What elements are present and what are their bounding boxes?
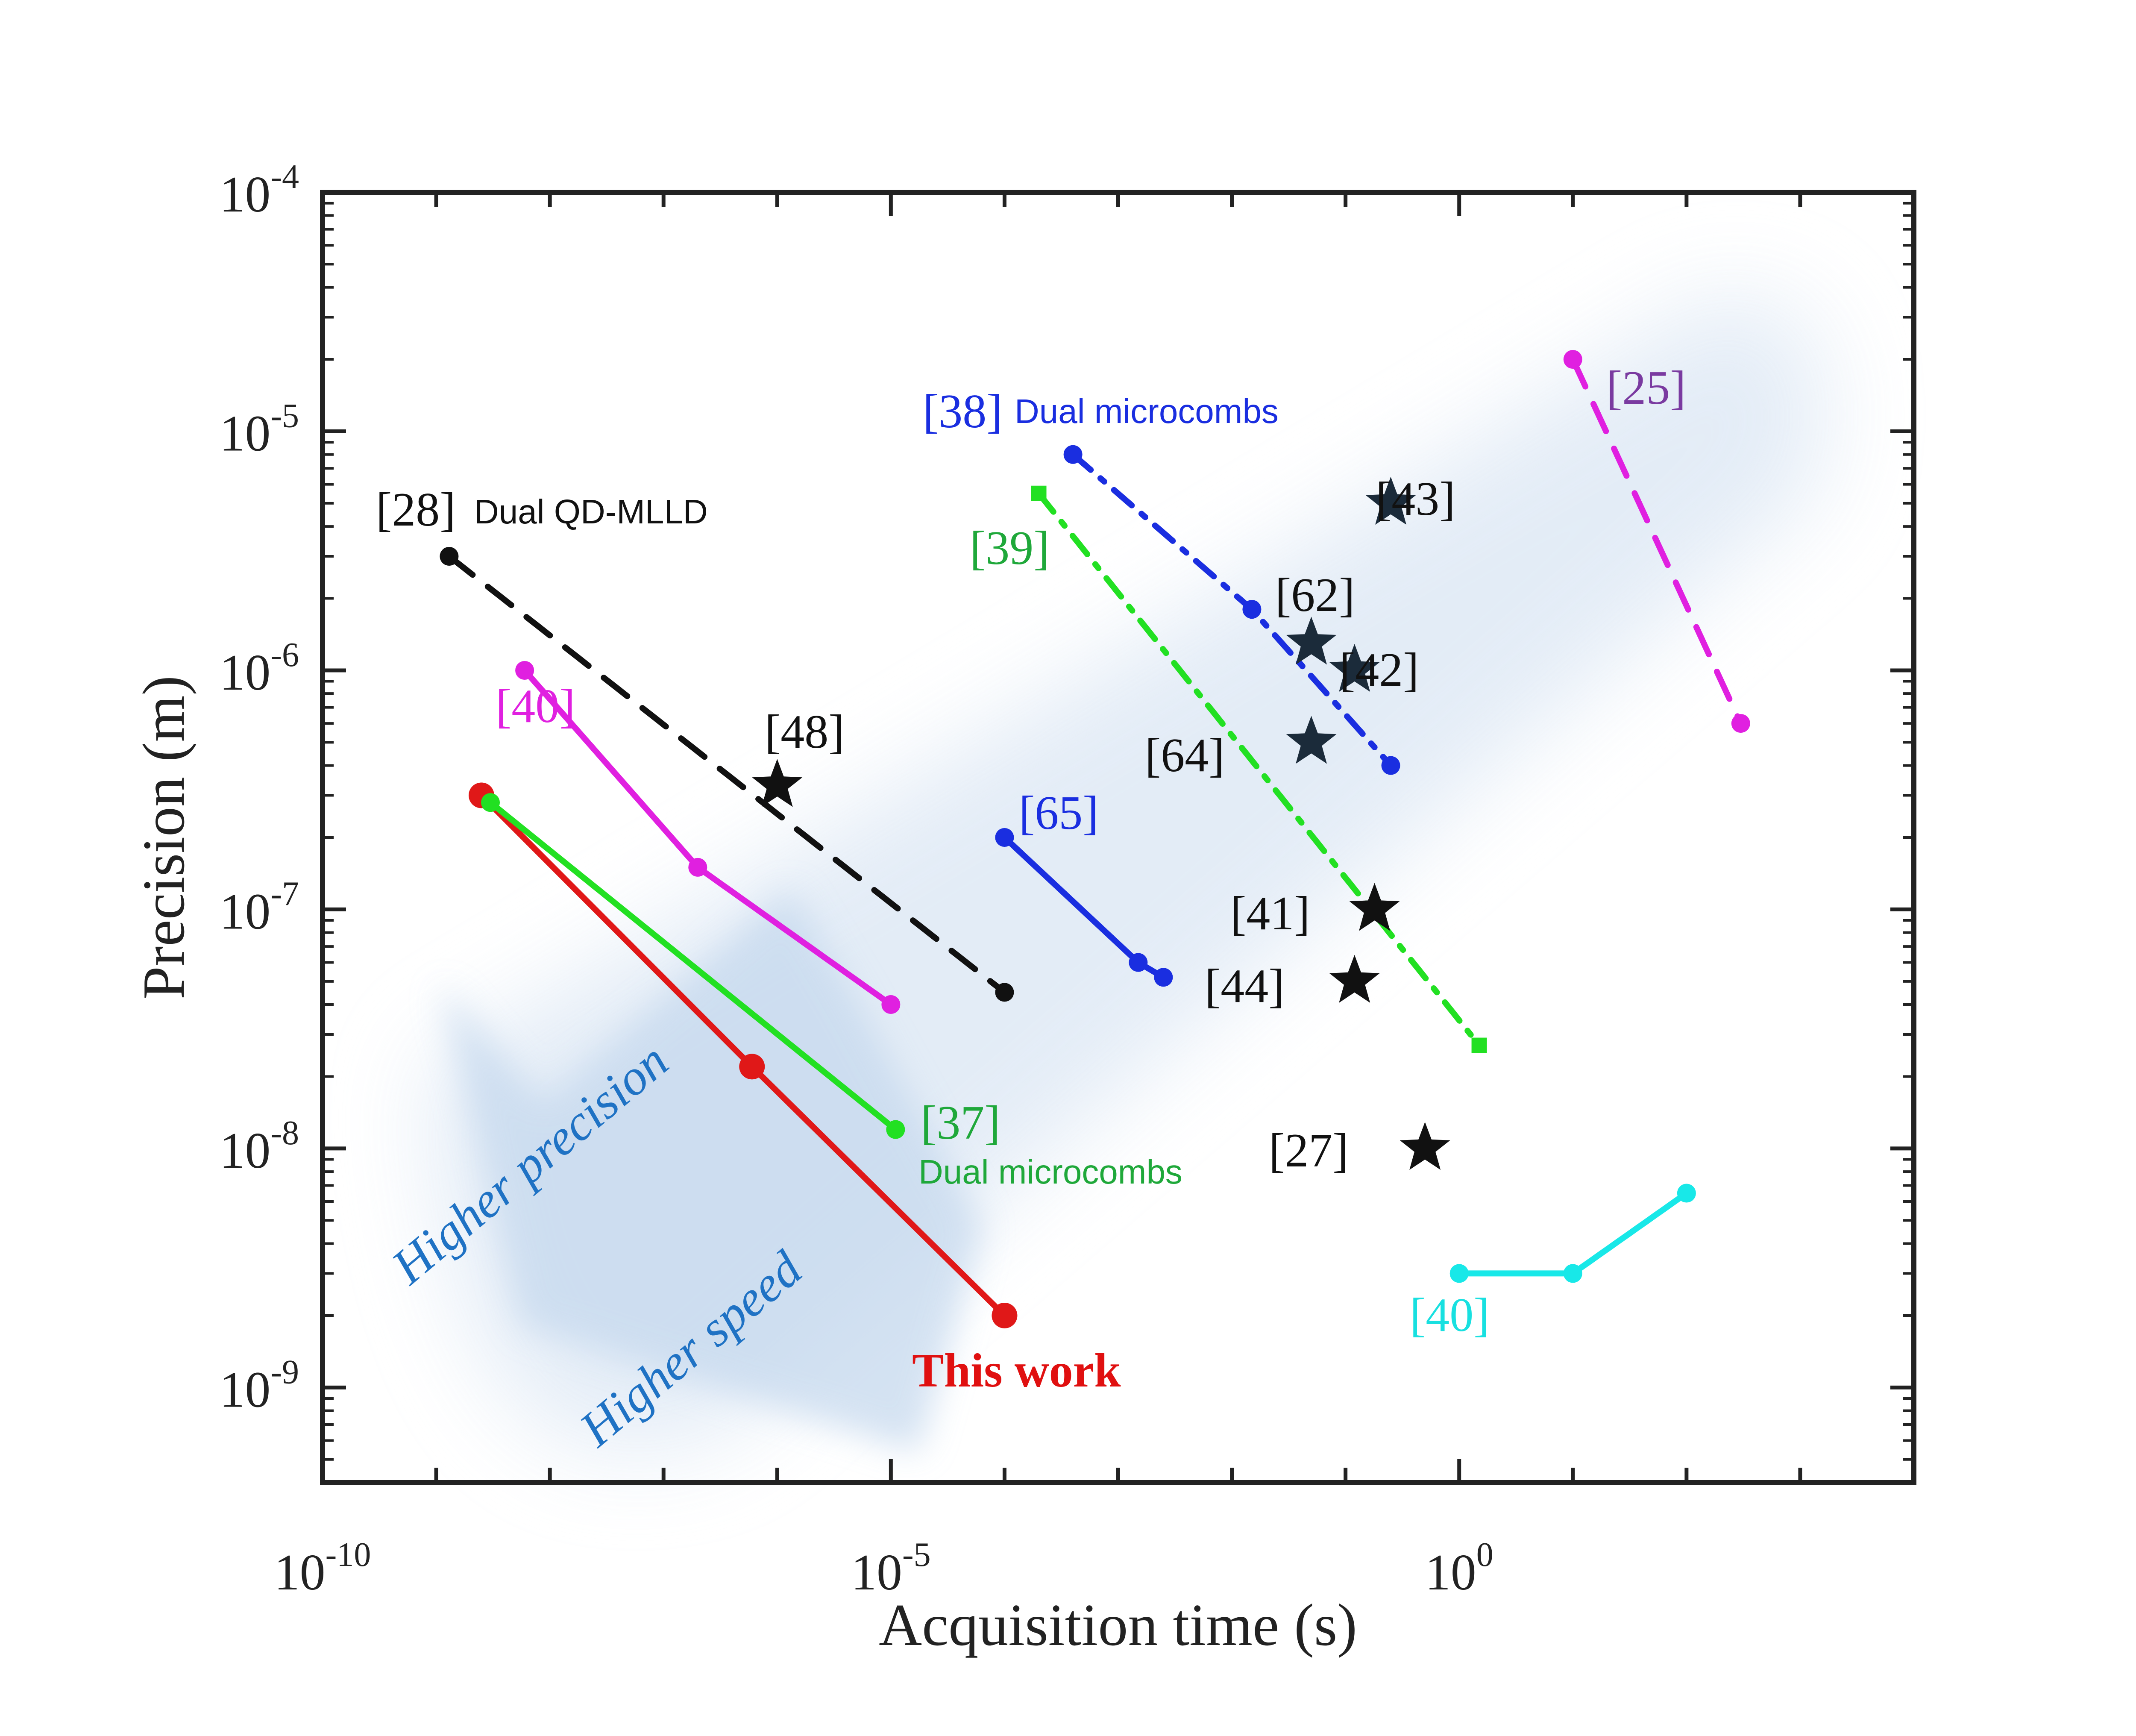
data-point — [1381, 756, 1400, 775]
data-point — [1242, 600, 1262, 619]
star-marker — [1365, 476, 1416, 525]
data-point — [1731, 714, 1750, 733]
data-point — [1471, 1037, 1487, 1053]
data-point — [992, 1302, 1018, 1328]
label-ref-37: [37] — [921, 1096, 1001, 1149]
data-point — [1129, 953, 1148, 972]
label-ref-39: [39] — [970, 522, 1050, 575]
y-tick-label: 10-5 — [219, 397, 299, 461]
direction-arrow — [440, 889, 983, 1453]
data-series — [440, 350, 1750, 1328]
label-ref-43: [43] — [1376, 473, 1455, 526]
series-line — [1456, 1190, 1690, 1277]
data-point — [1449, 1264, 1469, 1283]
axis-tick-labels: 10-10 10-5 100 10-9 10-8 10-7 10-6 10-5 10-4 — [219, 158, 1493, 1601]
data-point — [881, 995, 901, 1014]
data-point — [886, 1120, 905, 1139]
data-point — [739, 1054, 765, 1080]
star-marker — [1349, 883, 1400, 931]
x-axis-label: Acquisition time (s) — [879, 1592, 1357, 1658]
star-marker — [1329, 955, 1380, 1003]
star-marker — [1286, 617, 1337, 665]
series-line — [446, 553, 1008, 996]
x-tick-label: 100 — [1425, 1536, 1493, 1601]
y-tick-label: 10-8 — [219, 1114, 299, 1179]
data-point — [995, 828, 1014, 847]
label-ref-38: [38] — [923, 385, 1003, 438]
x-tick-label: 10-5 — [851, 1536, 931, 1601]
label-ref-27: [27] — [1269, 1124, 1349, 1177]
y-tick-label: 10-4 — [219, 158, 299, 223]
data-point — [440, 547, 459, 566]
label-ref-64: [64] — [1145, 729, 1225, 782]
label-ref-65: [65] — [1019, 787, 1099, 840]
series-line — [1570, 356, 1744, 727]
label-ref-40-cyan: [40] — [1410, 1289, 1490, 1342]
star-marker — [1329, 643, 1380, 692]
y-tick-label: 10-9 — [219, 1353, 299, 1418]
series-line — [1036, 490, 1482, 1049]
star-marker — [1400, 1122, 1450, 1170]
label-ref-48: [48] — [765, 705, 845, 758]
label-ref-40-magenta: [40] — [496, 680, 575, 733]
label-note-37: Dual microcombs — [918, 1153, 1182, 1191]
series-line — [487, 799, 899, 1133]
data-point — [1563, 350, 1582, 369]
label-ref-42: [42] — [1339, 643, 1419, 696]
label-this-work: This work — [912, 1344, 1121, 1397]
label-ref-28: [28] — [376, 483, 456, 536]
reference-labels: [28] Dual QD-MLLD [38] Dual microcombs [… — [376, 361, 1686, 1397]
data-point — [1031, 485, 1047, 501]
data-point — [1563, 1264, 1582, 1283]
data-point — [1063, 445, 1083, 464]
label-note-28: Dual QD-MLLD — [474, 493, 708, 531]
label-note-38: Dual microcombs — [1015, 392, 1279, 430]
y-tick-label: 10-7 — [219, 875, 299, 940]
data-point — [515, 661, 534, 680]
label-ref-25: [25] — [1606, 361, 1686, 414]
label-ref-44: [44] — [1205, 960, 1285, 1013]
y-tick-label: 10-6 — [219, 636, 299, 701]
y-axis-label: Precision (m) — [131, 676, 197, 999]
data-point — [995, 983, 1014, 1002]
star-marker — [1286, 716, 1337, 764]
data-point — [1154, 968, 1173, 987]
x-tick-label: 10-10 — [274, 1536, 371, 1601]
axis-ticks — [320, 190, 1916, 1484]
data-point — [688, 858, 707, 877]
data-point — [481, 793, 500, 812]
label-ref-62: [62] — [1275, 569, 1355, 622]
data-point — [1677, 1184, 1696, 1203]
star-marker — [752, 759, 803, 807]
label-ref-41: [41] — [1230, 887, 1310, 940]
star-markers — [752, 476, 1450, 1170]
